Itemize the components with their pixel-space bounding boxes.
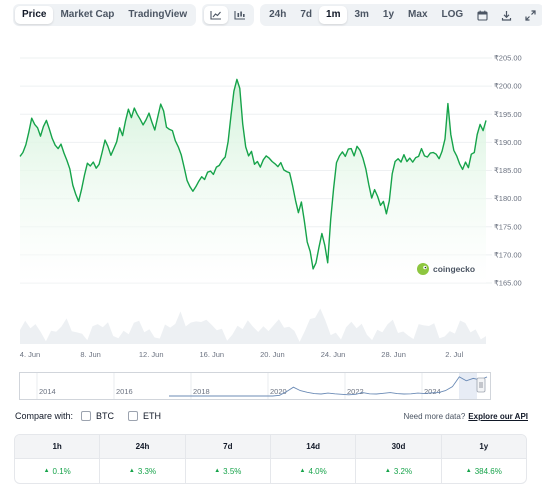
chart-type-switch [202, 4, 255, 26]
x-tick-label: 24. Jun [321, 350, 346, 359]
chart-toolbar: Price Market Cap TradingView 24h 7d 1m 3… [13, 4, 542, 26]
api-promo-text: Need more data? [403, 412, 466, 421]
performance-table: 1h 24h 7d 14d 30d 1y ▲ 0.1% ▲ 3.3% ▲ 3.5% ▲… [14, 434, 527, 484]
explore-api-link[interactable]: Explore our API [468, 412, 528, 421]
compare-eth-checkbox[interactable] [128, 411, 139, 421]
navigator-year-label: 2020 [270, 387, 287, 396]
y-tick-label: ₹205.00 [494, 54, 522, 63]
header-7d: 7d [186, 435, 271, 458]
x-tick-label: 4. Jun [20, 350, 40, 359]
change-14d: ▲ 4.0% [271, 459, 357, 483]
view-tabs: Price Market Cap TradingView [13, 4, 197, 26]
price-line-group [19, 78, 487, 270]
header-24h: 24h [100, 435, 186, 458]
navigator-series [169, 376, 488, 397]
compare-btc-checkbox[interactable] [81, 411, 92, 421]
y-tick-label: ₹190.00 [494, 138, 522, 147]
header-1h: 1h [15, 435, 101, 458]
y-axis: ₹205.00 ₹200.00 ₹195.00 ₹190.00 ₹185.00 ₹180.… [494, 54, 522, 288]
volume-area [20, 308, 486, 344]
performance-values-row: ▲ 0.1% ▲ 3.3% ▲ 3.5% ▲ 4.0% ▲ 3.2% ▲ 384.6% [15, 459, 526, 483]
navigator-line [169, 376, 488, 397]
tab-price[interactable]: Price [15, 6, 54, 24]
change-1h: ▲ 0.1% [15, 459, 101, 483]
price-area [20, 79, 486, 284]
line-chart-icon[interactable] [204, 6, 229, 24]
change-24h: ▲ 3.3% [100, 459, 186, 483]
compare-row: Compare with: BTC ETH [15, 411, 161, 421]
price-area-fill [20, 79, 486, 284]
caret-up-icon: ▲ [214, 468, 221, 474]
price-line [19, 78, 487, 270]
x-tick-label: 8. Jun [80, 350, 100, 359]
compare-eth-label[interactable]: ETH [143, 411, 162, 421]
range-1m[interactable]: 1m [319, 6, 348, 24]
change-30d: ▲ 3.2% [356, 459, 442, 483]
header-14d: 14d [271, 435, 357, 458]
caret-up-icon: ▲ [465, 468, 472, 474]
navigator-year-label: 2024 [424, 387, 441, 396]
range-7d[interactable]: 7d [300, 9, 313, 20]
caret-up-icon: ▲ [384, 468, 391, 474]
tab-tradingview[interactable]: TradingView [128, 9, 188, 20]
navigator-handle[interactable] [476, 377, 486, 393]
navigator-selection[interactable] [459, 373, 477, 399]
y-tick-label: ₹195.00 [494, 110, 522, 119]
y-tick-label: ₹185.00 [494, 166, 522, 175]
x-tick-label: 2. Jul [445, 350, 463, 359]
header-1y: 1y [479, 442, 489, 451]
y-tick-label: ₹180.00 [494, 194, 522, 203]
x-tick-label: 16. Jun [199, 350, 224, 359]
expand-icon[interactable] [518, 6, 542, 24]
volume-shape [20, 308, 486, 344]
navigator-year-label: 2014 [39, 387, 56, 396]
performance-header-row: 1h 24h 7d 14d 30d 1y [15, 435, 526, 459]
download-icon[interactable] [494, 6, 518, 24]
y-tick-label: ₹200.00 [494, 82, 522, 91]
coingecko-watermark: coingecko [417, 263, 475, 275]
x-tick-label: 28. Jun [381, 350, 406, 359]
compare-btc-label[interactable]: BTC [96, 411, 115, 421]
caret-up-icon: ▲ [299, 468, 306, 474]
tab-market-cap[interactable]: Market Cap [60, 9, 115, 20]
navigator-frame [19, 372, 491, 400]
range-max[interactable]: Max [408, 9, 428, 20]
api-promo: Need more data? Explore our API [403, 412, 528, 421]
navigator-year-label: 2022 [347, 387, 364, 396]
header-30d: 30d [356, 435, 442, 458]
log-scale-toggle[interactable]: LOG [441, 9, 464, 20]
y-tick-label: ₹165.00 [494, 279, 522, 288]
calendar-icon[interactable] [470, 6, 494, 24]
caret-up-icon: ▲ [128, 468, 135, 474]
x-tick-label: 20. Jun [260, 350, 285, 359]
change-1y: ▲ 384.6% [465, 466, 502, 476]
navigator-year-label: 2016 [116, 387, 133, 396]
y-tick-label: ₹175.00 [494, 222, 522, 231]
caret-up-icon: ▲ [43, 468, 50, 474]
x-tick-label: 12. Jun [139, 350, 164, 359]
range-24h[interactable]: 24h [269, 9, 287, 20]
price-chart[interactable]: ₹205.00 ₹200.00 ₹195.00 ₹190.00 ₹185.00 ₹180.… [0, 34, 542, 364]
coingecko-logo-icon [417, 263, 429, 275]
navigator-years: 2014 2016 2018 2020 2022 2024 [36, 373, 441, 399]
coingecko-brand-text: coingecko [433, 264, 475, 274]
navigator-year-label: 2018 [193, 387, 210, 396]
x-axis: 4. Jun 8. Jun 12. Jun 16. Jun 20. Jun 24. Jun… [20, 350, 464, 359]
timeline-navigator[interactable]: 2014 2016 2018 2020 2022 2024 [19, 372, 491, 400]
compare-label: Compare with: [15, 411, 74, 421]
candlestick-chart-icon[interactable] [228, 6, 252, 24]
range-1y[interactable]: 1y [382, 9, 395, 20]
range-3m[interactable]: 3m [354, 9, 369, 20]
change-7d: ▲ 3.5% [186, 459, 271, 483]
y-tick-label: ₹170.00 [494, 250, 522, 259]
range-selector: 24h 7d 1m 3m 1y Max LOG [260, 4, 542, 26]
